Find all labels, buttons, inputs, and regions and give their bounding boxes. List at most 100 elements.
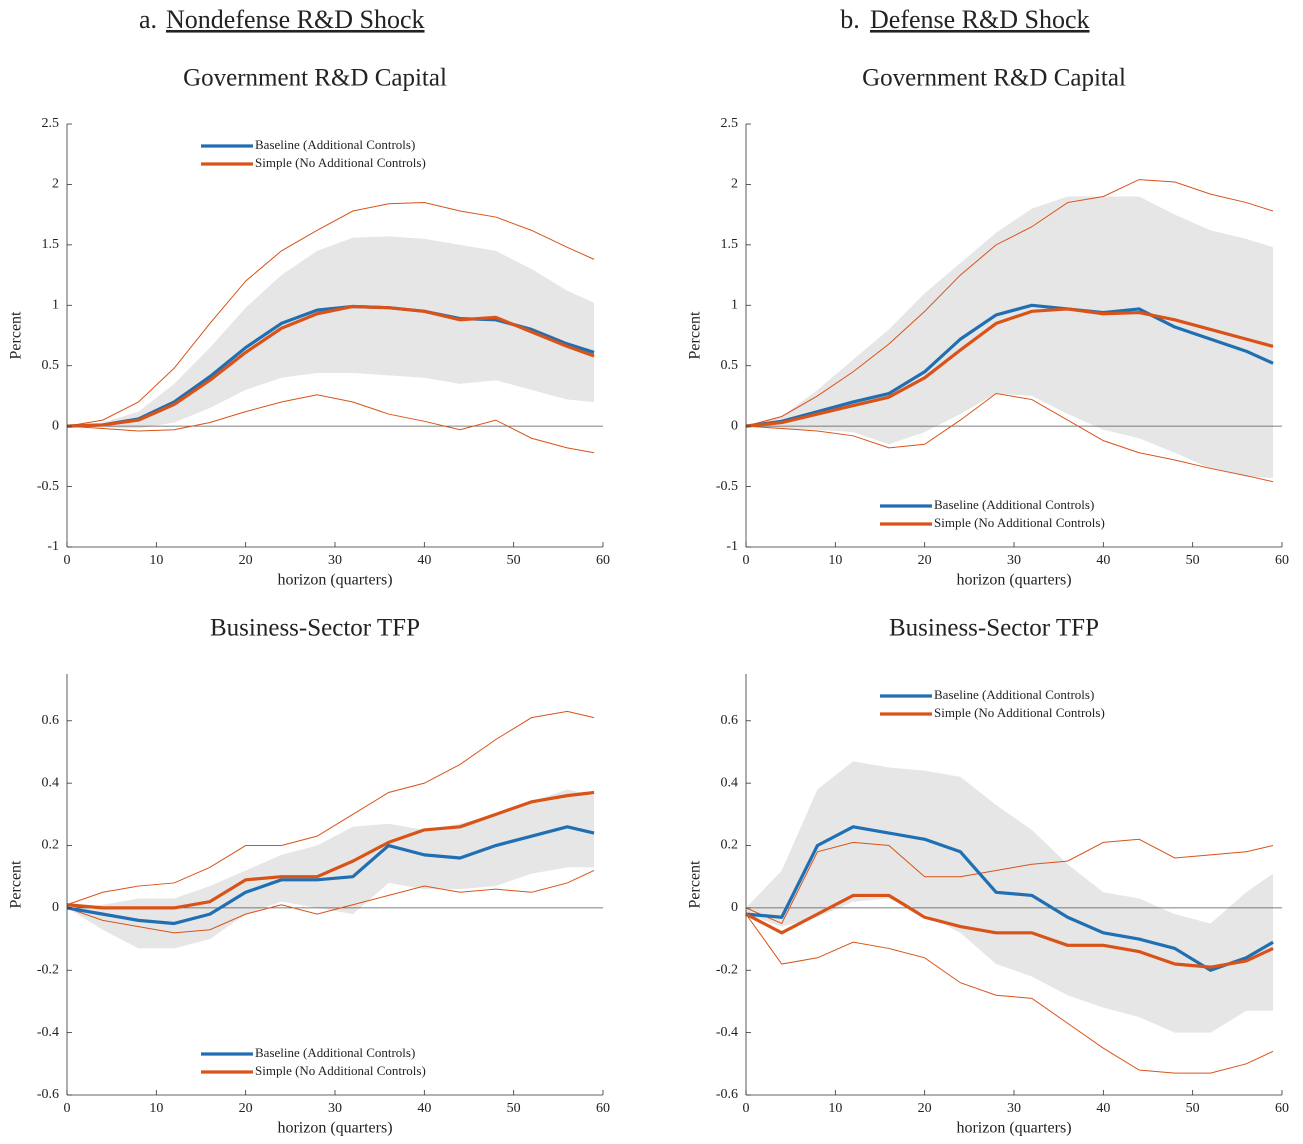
- x-tick-label: 0: [64, 553, 71, 568]
- x-tick-label: 30: [328, 553, 342, 568]
- x-tick-label: 60: [596, 1101, 610, 1116]
- x-tick-label: 30: [1007, 1101, 1021, 1116]
- y-tick-label: 1.5: [42, 237, 60, 252]
- x-axis-label: horizon (quarters): [277, 572, 392, 589]
- confidence-band: [67, 236, 595, 429]
- y-tick-label: 2.5: [42, 116, 60, 131]
- x-axis-label: horizon (quarters): [956, 572, 1071, 589]
- legend-label: Baseline (Additional Controls): [255, 137, 415, 152]
- series-line: [66, 304, 595, 428]
- y-tick-label: 0: [52, 418, 59, 433]
- series-line: [66, 790, 595, 910]
- y-tick-label: 2: [731, 177, 738, 192]
- x-tick-label: 20: [239, 1101, 253, 1116]
- y-tick-label: 0.2: [721, 838, 739, 853]
- ci-line: [745, 913, 1274, 1074]
- legend-label: Baseline (Additional Controls): [255, 1045, 415, 1060]
- column-letter: a.: [139, 5, 157, 34]
- legend-label: Simple (No Additional Controls): [934, 705, 1105, 720]
- y-tick-label: -0.6: [716, 1087, 738, 1102]
- y-tick-label: 0.5: [42, 358, 60, 373]
- y-tick-label: -0.2: [716, 962, 738, 977]
- x-tick-label: 10: [149, 1101, 163, 1116]
- ci-line: [66, 202, 595, 427]
- y-axis-label: Percent: [8, 860, 25, 909]
- y-tick-label: 0.4: [721, 775, 739, 790]
- y-tick-label: 2: [52, 177, 59, 192]
- x-tick-label: 10: [828, 1101, 842, 1116]
- y-tick-label: 1: [731, 298, 738, 313]
- y-tick-label: 0: [731, 418, 738, 433]
- x-tick-label: 30: [1007, 553, 1021, 568]
- y-axis-label: Percent: [687, 311, 704, 360]
- legend-label: Baseline (Additional Controls): [934, 497, 1094, 512]
- series-line: [66, 825, 595, 926]
- y-axis-label: Percent: [687, 860, 704, 909]
- confidence-band: [746, 196, 1274, 479]
- x-tick-label: 0: [64, 1101, 71, 1116]
- x-tick-label: 50: [1186, 1101, 1200, 1116]
- series-line: [745, 307, 1274, 428]
- column-title: Nondefense R&D Shock: [166, 5, 425, 34]
- x-tick-label: 60: [1275, 553, 1289, 568]
- y-tick-label: 1.5: [721, 237, 739, 252]
- x-tick-label: 50: [507, 1101, 521, 1116]
- y-tick-label: -0.5: [716, 479, 738, 494]
- ci-line: [745, 392, 1274, 483]
- y-tick-label: 1: [52, 298, 59, 313]
- y-tick-label: 0.2: [42, 838, 60, 853]
- series-line: [745, 893, 1274, 969]
- confidence-band: [67, 789, 595, 949]
- y-tick-label: 2.5: [721, 116, 739, 131]
- chart-title: Government R&D Capital: [862, 65, 1126, 92]
- y-tick-label: -1: [47, 539, 59, 554]
- chart-title: Business-Sector TFP: [210, 615, 420, 642]
- ci-line: [66, 870, 595, 934]
- column-title: Defense R&D Shock: [870, 5, 1090, 34]
- y-tick-label: -0.4: [716, 1025, 738, 1040]
- ci-line: [66, 710, 595, 906]
- y-tick-label: -1: [726, 539, 738, 554]
- x-tick-label: 60: [1275, 1101, 1289, 1116]
- x-tick-label: 40: [417, 553, 431, 568]
- x-tick-label: 40: [1096, 553, 1110, 568]
- x-axis-label: horizon (quarters): [277, 1120, 392, 1137]
- x-tick-label: 20: [239, 553, 253, 568]
- column-letter: b.: [840, 5, 860, 34]
- x-axis-label: horizon (quarters): [956, 1120, 1071, 1137]
- legend-label: Simple (No Additional Controls): [255, 1063, 426, 1078]
- x-tick-label: 10: [828, 553, 842, 568]
- x-tick-label: 40: [417, 1101, 431, 1116]
- chart-title: Government R&D Capital: [183, 65, 447, 92]
- y-tick-label: -0.4: [37, 1025, 59, 1040]
- ci-line: [745, 179, 1274, 427]
- x-tick-label: 20: [918, 553, 932, 568]
- confidence-band: [746, 761, 1274, 1033]
- y-tick-label: -0.2: [37, 962, 59, 977]
- y-tick-label: 0.5: [721, 358, 739, 373]
- x-tick-label: 50: [1186, 553, 1200, 568]
- y-tick-label: -0.6: [37, 1087, 59, 1102]
- x-tick-label: 0: [743, 1101, 750, 1116]
- x-tick-label: 60: [596, 553, 610, 568]
- y-tick-label: 0.4: [42, 775, 60, 790]
- y-tick-label: 0: [731, 900, 738, 915]
- legend-label: Baseline (Additional Controls): [934, 687, 1094, 702]
- x-tick-label: 20: [918, 1101, 932, 1116]
- y-tick-label: -0.5: [37, 479, 59, 494]
- series-line: [745, 825, 1274, 972]
- x-tick-label: 50: [507, 553, 521, 568]
- y-tick-label: 0.6: [721, 713, 739, 728]
- x-tick-label: 0: [743, 553, 750, 568]
- legend-label: Simple (No Additional Controls): [255, 155, 426, 170]
- x-tick-label: 30: [328, 1101, 342, 1116]
- y-tick-label: 0: [52, 900, 59, 915]
- y-axis-label: Percent: [8, 311, 25, 360]
- x-tick-label: 40: [1096, 1101, 1110, 1116]
- chart-title: Business-Sector TFP: [889, 615, 1099, 642]
- ci-line: [66, 394, 595, 454]
- legend-label: Simple (No Additional Controls): [934, 515, 1105, 530]
- ci-line: [745, 838, 1274, 925]
- y-tick-label: 0.6: [42, 713, 60, 728]
